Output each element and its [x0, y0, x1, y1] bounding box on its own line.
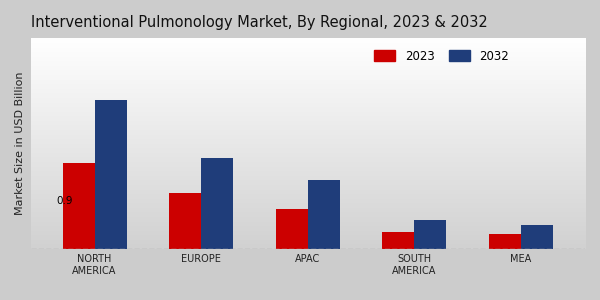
Bar [62, 163, 95, 249]
Bar [95, 100, 127, 249]
Bar [308, 180, 340, 249]
Bar [382, 232, 415, 249]
Bar [169, 193, 201, 249]
Text: Interventional Pulmonology Market, By Regional, 2023 & 2032: Interventional Pulmonology Market, By Re… [31, 15, 487, 30]
Bar [415, 220, 446, 249]
Text: 0.9: 0.9 [57, 196, 73, 206]
Bar [201, 158, 233, 249]
Y-axis label: Market Size in USD Billion: Market Size in USD Billion [15, 72, 25, 215]
Bar [276, 208, 308, 249]
Legend: 2023, 2032: 2023, 2032 [370, 46, 512, 66]
Bar [489, 235, 521, 249]
Bar [521, 225, 553, 249]
